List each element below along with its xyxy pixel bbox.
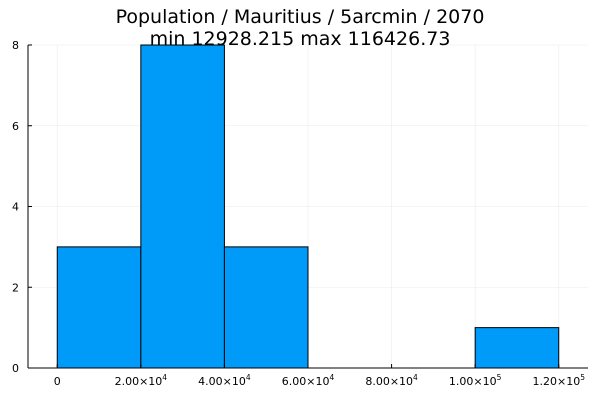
y-tick-label: 0 — [12, 362, 19, 375]
y-tick-label: 8 — [12, 39, 19, 52]
x-tick-label: 1.00×105 — [449, 373, 502, 388]
y-tick-label: 2 — [12, 281, 19, 294]
histogram-bar — [223, 246, 309, 369]
x-tick-label: 4.00×104 — [198, 373, 251, 388]
chart-title: Population / Mauritius / 5arcmin / 2070 — [115, 6, 485, 28]
y-tick-label: 6 — [12, 120, 19, 133]
histogram-bar — [56, 246, 142, 369]
y-tick-label: 4 — [12, 201, 19, 214]
x-axis-ticks: 0 2.00×104 4.00×104 6.00×104 8.00×104 1.00×10… — [54, 364, 585, 388]
y-axis-ticks: 0 2 4 6 8 — [12, 39, 32, 375]
histogram-bar — [474, 327, 560, 369]
x-tick-label: 0 — [54, 375, 61, 388]
x-tick-label: 8.00×104 — [365, 373, 418, 388]
bars — [56, 44, 560, 369]
x-tick-label: 6.00×104 — [282, 373, 335, 388]
histogram-bar — [140, 44, 225, 369]
x-tick-label: 2.00×104 — [115, 373, 168, 388]
x-tick-label: 1.20×105 — [532, 373, 585, 388]
